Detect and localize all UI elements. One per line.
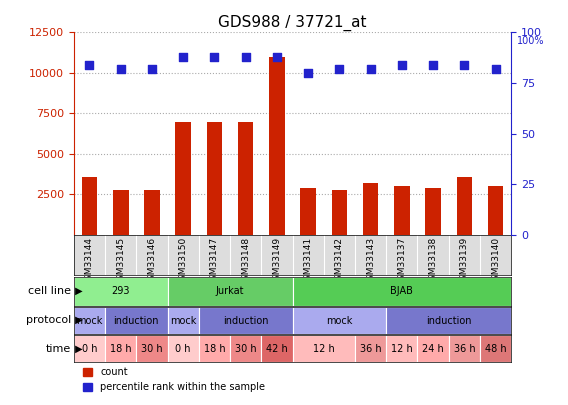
Text: mock: mock (76, 315, 103, 326)
Text: GSM33147: GSM33147 (210, 237, 219, 286)
Point (178, 53, 187, 60)
Point (85, 62, 94, 68)
FancyBboxPatch shape (199, 335, 230, 362)
Text: GSM33144: GSM33144 (85, 237, 94, 286)
Point (366, 66, 375, 72)
Text: time: time (46, 344, 71, 354)
Text: Jurkat: Jurkat (216, 286, 244, 296)
Text: induction: induction (426, 315, 471, 326)
Legend: count, percentile rank within the sample: count, percentile rank within the sample (79, 363, 269, 396)
Point (491, 66, 500, 72)
Point (148, 66, 157, 72)
Text: cell line: cell line (28, 286, 71, 296)
Point (429, 62, 438, 68)
Text: GSM33149: GSM33149 (273, 237, 281, 286)
Bar (82, 177, 97, 235)
FancyBboxPatch shape (105, 335, 136, 362)
Text: 100%: 100% (517, 36, 544, 45)
Point (241, 53, 250, 60)
Text: induction: induction (114, 315, 159, 326)
Point (116, 66, 126, 72)
FancyBboxPatch shape (230, 335, 261, 362)
FancyBboxPatch shape (168, 277, 293, 306)
Text: 48 h: 48 h (485, 344, 507, 354)
Text: GSM33140: GSM33140 (491, 237, 500, 286)
Text: ▶: ▶ (72, 315, 83, 325)
Text: GSM33148: GSM33148 (241, 237, 250, 286)
Bar (207, 122, 222, 235)
Title: GDS988 / 37721_at: GDS988 / 37721_at (218, 15, 367, 31)
Text: 36 h: 36 h (360, 344, 382, 354)
Bar (488, 186, 503, 235)
Bar (332, 190, 347, 235)
FancyBboxPatch shape (386, 335, 417, 362)
Text: GSM33143: GSM33143 (366, 237, 375, 286)
FancyBboxPatch shape (136, 335, 168, 362)
Text: 18 h: 18 h (203, 344, 225, 354)
Text: GSM33139: GSM33139 (460, 237, 469, 286)
Point (273, 53, 282, 60)
Point (303, 70, 312, 76)
Text: ▶: ▶ (72, 344, 83, 354)
FancyBboxPatch shape (480, 335, 511, 362)
Bar (238, 122, 253, 235)
Text: protocol: protocol (26, 315, 71, 325)
FancyBboxPatch shape (261, 335, 293, 362)
Text: GSM33150: GSM33150 (179, 237, 187, 286)
FancyBboxPatch shape (386, 307, 511, 334)
Text: 12 h: 12 h (313, 344, 335, 354)
Point (210, 53, 219, 60)
Bar (269, 57, 285, 235)
Text: 12 h: 12 h (391, 344, 413, 354)
Point (460, 62, 469, 68)
FancyBboxPatch shape (74, 277, 168, 306)
Text: 30 h: 30 h (141, 344, 163, 354)
Text: BJAB: BJAB (390, 286, 414, 296)
Bar (113, 190, 128, 235)
Text: mock: mock (170, 315, 197, 326)
FancyBboxPatch shape (293, 307, 386, 334)
FancyBboxPatch shape (293, 277, 511, 306)
Text: 0 h: 0 h (176, 344, 191, 354)
Bar (457, 177, 472, 235)
Text: mock: mock (326, 315, 353, 326)
Text: GSM33145: GSM33145 (116, 237, 125, 286)
Text: 30 h: 30 h (235, 344, 257, 354)
Bar (144, 190, 160, 235)
FancyBboxPatch shape (74, 307, 105, 334)
FancyBboxPatch shape (293, 335, 355, 362)
FancyBboxPatch shape (417, 335, 449, 362)
FancyBboxPatch shape (168, 307, 199, 334)
Text: GSM33137: GSM33137 (398, 237, 406, 286)
Text: GSM33146: GSM33146 (148, 237, 156, 286)
Text: 293: 293 (111, 286, 130, 296)
Text: GSM33138: GSM33138 (429, 237, 437, 286)
FancyBboxPatch shape (355, 335, 386, 362)
Text: GSM33141: GSM33141 (304, 237, 312, 286)
Text: 24 h: 24 h (422, 344, 444, 354)
Text: GSM33142: GSM33142 (335, 237, 344, 286)
Bar (176, 122, 191, 235)
Bar (363, 183, 378, 235)
FancyBboxPatch shape (105, 307, 168, 334)
FancyBboxPatch shape (168, 335, 199, 362)
Point (398, 62, 407, 68)
Text: induction: induction (223, 315, 269, 326)
Text: 18 h: 18 h (110, 344, 132, 354)
FancyBboxPatch shape (74, 335, 105, 362)
FancyBboxPatch shape (449, 335, 480, 362)
Text: ▶: ▶ (72, 286, 83, 296)
Text: 36 h: 36 h (453, 344, 475, 354)
Bar (300, 188, 316, 235)
FancyBboxPatch shape (199, 307, 293, 334)
Text: 42 h: 42 h (266, 344, 288, 354)
Bar (425, 188, 441, 235)
Text: 0 h: 0 h (82, 344, 97, 354)
Point (335, 66, 344, 72)
Bar (394, 186, 410, 235)
